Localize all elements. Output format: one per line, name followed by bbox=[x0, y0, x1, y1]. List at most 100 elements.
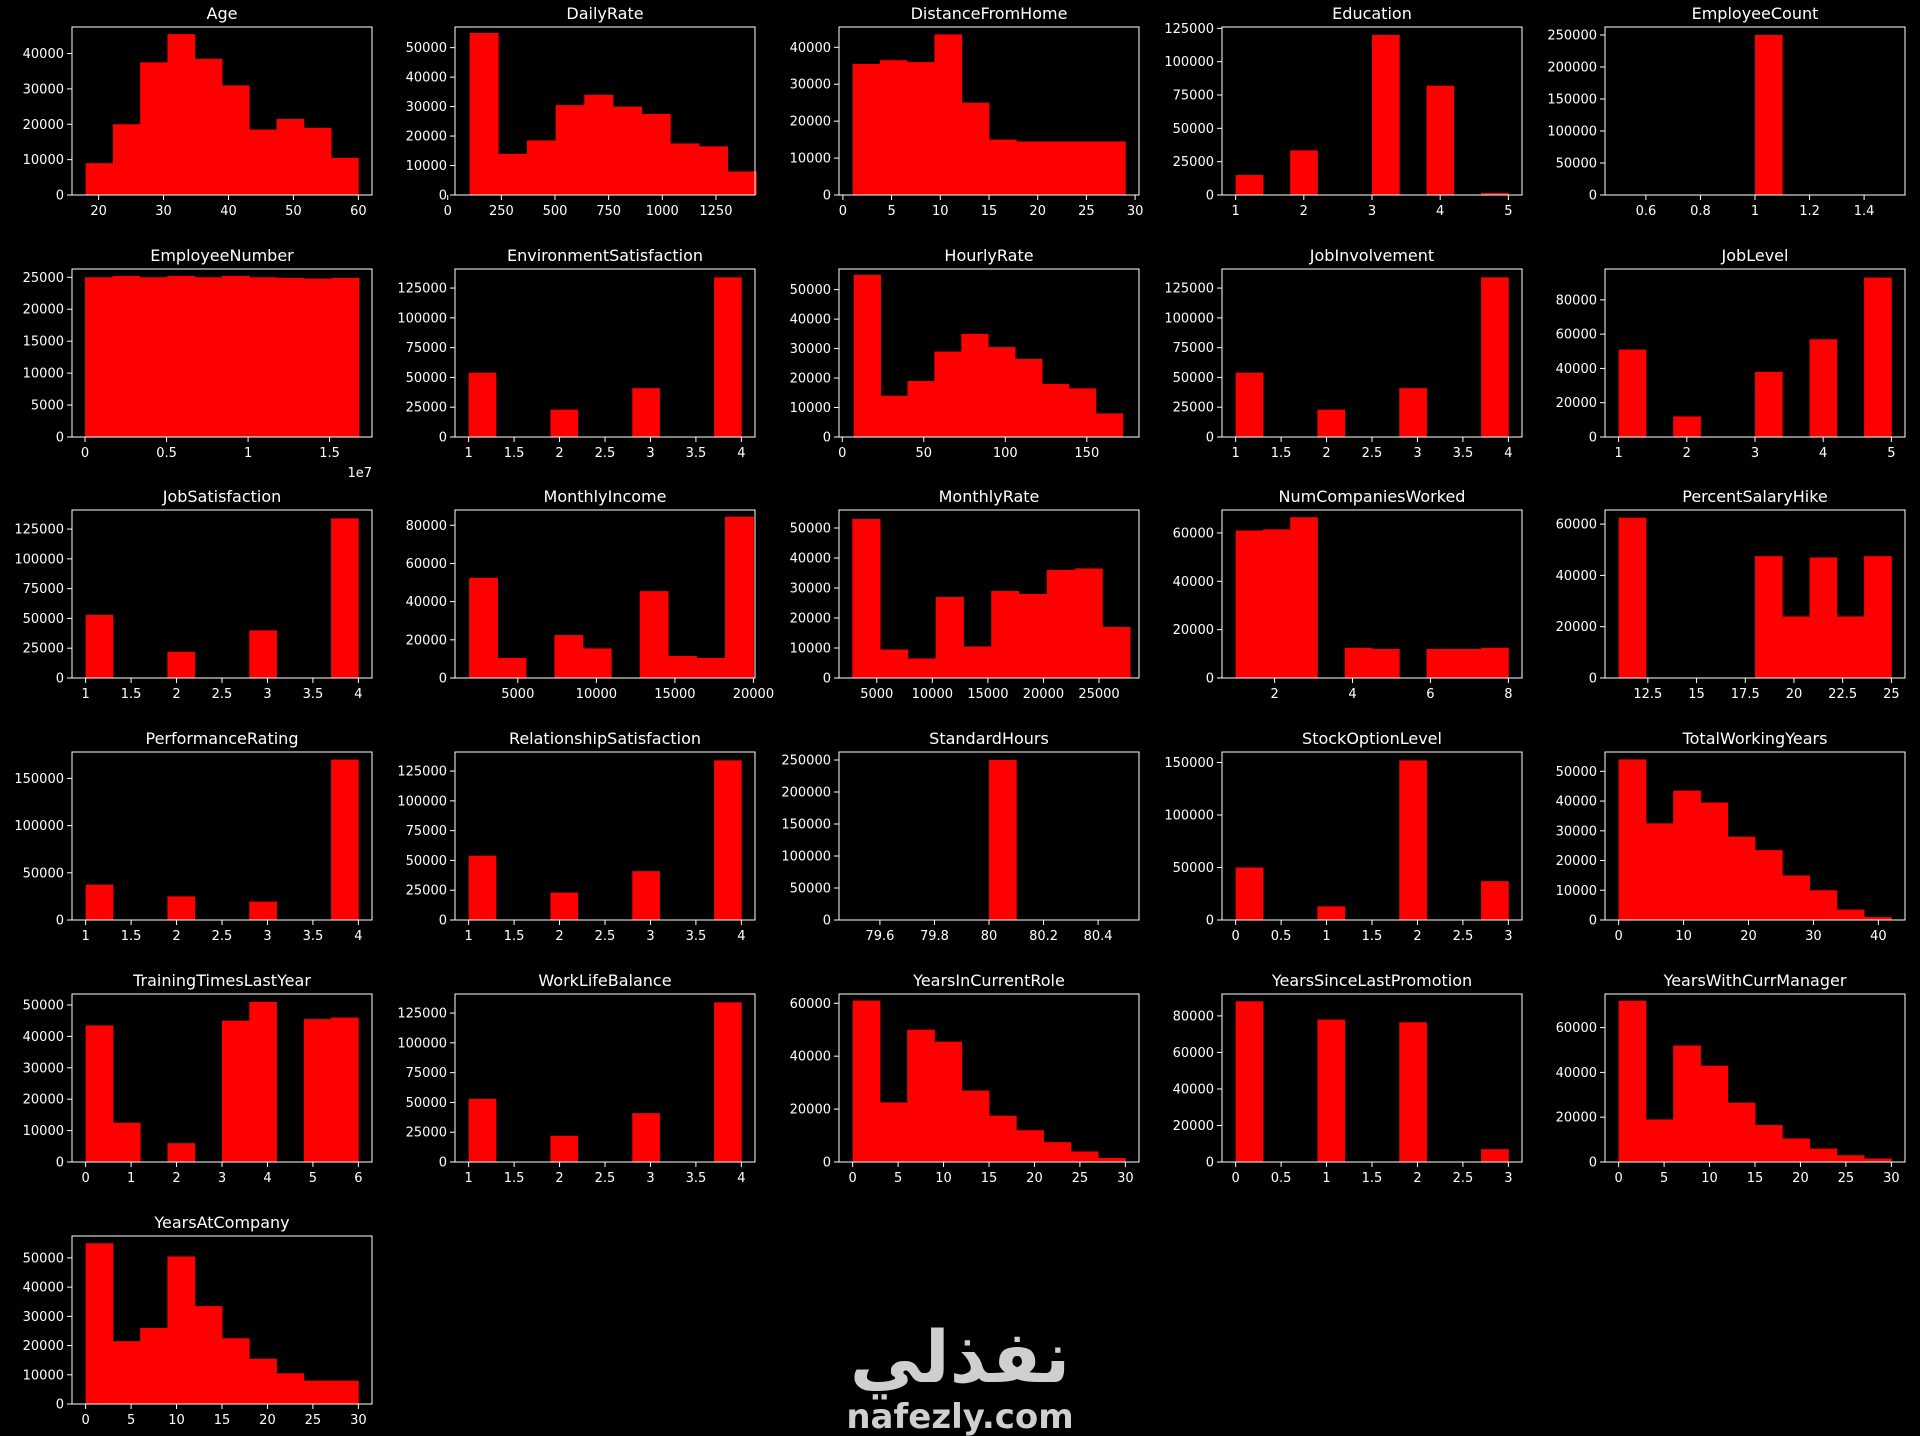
y-tick-label: 20000 bbox=[790, 612, 831, 627]
y-tick-label: 15000 bbox=[23, 335, 64, 350]
chart-title: StockOptionLevel bbox=[1302, 729, 1442, 748]
x-tick-label: 30 bbox=[1883, 1171, 1900, 1186]
y-tick-label: 20000 bbox=[1556, 854, 1597, 869]
bar bbox=[1235, 175, 1264, 195]
bar bbox=[85, 1243, 114, 1404]
bar bbox=[1755, 1125, 1783, 1162]
bar bbox=[1453, 648, 1482, 678]
y-tick-label: 75000 bbox=[1173, 341, 1214, 356]
bar bbox=[714, 1002, 742, 1162]
plot-frame bbox=[1221, 751, 1523, 921]
x-tick-label: 0 bbox=[81, 446, 89, 461]
x-tick-label: 20 bbox=[1786, 687, 1803, 702]
x-tick-label: 4 bbox=[263, 1171, 271, 1186]
bar bbox=[584, 94, 614, 195]
bar bbox=[1481, 193, 1509, 195]
bar bbox=[1372, 648, 1400, 678]
y-tick-label: 40000 bbox=[1556, 795, 1597, 810]
y-tick-label: 40000 bbox=[1556, 362, 1597, 377]
x-tick-label: 80.2 bbox=[1029, 929, 1058, 944]
y-tick-label: 100000 bbox=[1164, 55, 1214, 70]
chart-title: EnvironmentSatisfaction bbox=[507, 246, 703, 265]
x-tick-label: 0 bbox=[81, 1413, 89, 1428]
x-tick-label: 2 bbox=[1413, 929, 1421, 944]
chart-title: TrainingTimesLastYear bbox=[132, 971, 311, 990]
bar bbox=[1019, 594, 1048, 678]
x-tick-label: 2 bbox=[1300, 204, 1308, 219]
bar bbox=[853, 274, 881, 437]
y-tick-label: 0 bbox=[823, 189, 831, 204]
x-tick-label: 3.5 bbox=[686, 1171, 707, 1186]
y-tick-label: 40000 bbox=[23, 1281, 64, 1296]
chart-title: YearsSinceLastPromotion bbox=[1271, 971, 1472, 990]
bar bbox=[1755, 850, 1783, 920]
x-tick-label: 30 bbox=[1127, 204, 1144, 219]
chart-monthly-rate: MonthlyRate 5000 10000 15000 20000 25000 0 1000… bbox=[790, 487, 1140, 702]
x-tick-label: 2.5 bbox=[1453, 929, 1474, 944]
bar bbox=[879, 1102, 908, 1162]
bar bbox=[469, 577, 498, 678]
x-tick-label: 1.5 bbox=[504, 446, 525, 461]
y-tick-label: 100000 bbox=[14, 552, 64, 567]
x-tick-label: 0 bbox=[1614, 1171, 1622, 1186]
y-tick-label: 0 bbox=[1206, 914, 1214, 929]
bar bbox=[85, 1025, 114, 1162]
bar bbox=[1864, 1158, 1892, 1162]
x-tick-label: 2.5 bbox=[595, 929, 616, 944]
bar bbox=[1618, 349, 1647, 437]
x-tick-label: 15 bbox=[981, 1171, 998, 1186]
y-tick-label: 25000 bbox=[406, 401, 447, 416]
x-tick-label: 50 bbox=[916, 446, 933, 461]
x-tick-label: 3 bbox=[646, 446, 654, 461]
chart-job-satisfaction: JobSatisfaction 1 1.5 2 2.5 3 3.5 4 0 25000 50000 7… bbox=[14, 487, 373, 702]
y-tick-label: 150000 bbox=[14, 772, 64, 787]
y-tick-label: 20000 bbox=[790, 1103, 831, 1118]
y-tick-label: 50000 bbox=[1556, 157, 1597, 172]
bar bbox=[249, 1358, 277, 1404]
y-tick-label: 30000 bbox=[23, 1061, 64, 1076]
bar bbox=[249, 129, 277, 195]
x-tick-label: 2 bbox=[172, 929, 180, 944]
bar bbox=[880, 395, 908, 437]
x-tick-label: 80.4 bbox=[1084, 929, 1113, 944]
chart-distance-from-home: DistanceFromHome 0 5 10 15 20 25 30 0 10000 20000 3… bbox=[790, 4, 1144, 219]
y-tick-label: 20000 bbox=[23, 303, 64, 318]
x-tick-label: 4 bbox=[1504, 446, 1512, 461]
x-tick-label: 1250 bbox=[699, 204, 732, 219]
bar bbox=[612, 106, 643, 195]
x-tick-label: 20 bbox=[1026, 1171, 1043, 1186]
chart-title: JobInvolvement bbox=[1309, 246, 1434, 265]
y-tick-label: 50000 bbox=[406, 1096, 447, 1111]
x-tick-label: 5000 bbox=[860, 687, 893, 702]
x-tick-label: 6 bbox=[1426, 687, 1434, 702]
x-tick-label: 2 bbox=[555, 1171, 563, 1186]
x-tick-label: 80 bbox=[981, 929, 998, 944]
y-tick-label: 25000 bbox=[23, 271, 64, 286]
chart-title: Education bbox=[1332, 4, 1412, 23]
bar bbox=[961, 102, 990, 195]
x-tick-label: 2.5 bbox=[595, 446, 616, 461]
chart-job-level: JobLevel 1 2 3 4 5 0 20000 40000 60000 80000 bbox=[1556, 246, 1906, 461]
x-tick-label: 3 bbox=[1368, 204, 1376, 219]
y-tick-label: 40000 bbox=[1556, 1066, 1597, 1081]
bar bbox=[303, 1380, 332, 1404]
bar bbox=[641, 113, 671, 195]
chart-num-companies-worked: NumCompaniesWorked 2 4 6 8 0 20000 40000 60000 bbox=[1173, 487, 1523, 702]
plot-frame bbox=[1604, 751, 1906, 921]
x-tick-label: 5 bbox=[894, 1171, 902, 1186]
x-tick-label: 1.5 bbox=[1271, 446, 1292, 461]
bar bbox=[331, 1017, 359, 1162]
x-tick-label: 1 bbox=[464, 929, 472, 944]
chart-title: MonthlyRate bbox=[939, 487, 1040, 506]
x-tick-label: 0 bbox=[1614, 929, 1622, 944]
bar bbox=[468, 372, 497, 437]
x-tick-label: 20 bbox=[1029, 204, 1046, 219]
y-tick-label: 60000 bbox=[1556, 518, 1597, 533]
bar bbox=[1426, 648, 1455, 678]
bar bbox=[934, 351, 962, 437]
x-tick-label: 2 bbox=[1413, 1171, 1421, 1186]
bar bbox=[1864, 556, 1892, 678]
x-tick-label: 15000 bbox=[654, 687, 695, 702]
y-tick-label: 40000 bbox=[790, 41, 831, 56]
plot-frame bbox=[1604, 509, 1906, 679]
